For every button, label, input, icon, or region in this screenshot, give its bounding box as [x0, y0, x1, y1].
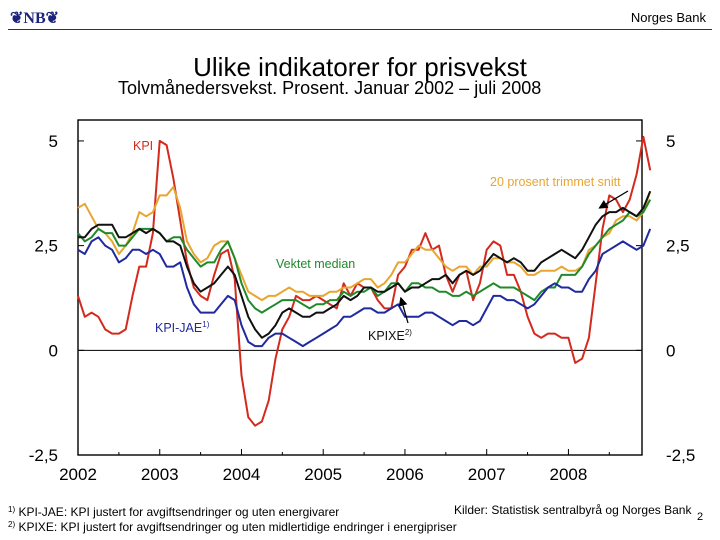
- y-tick-label-left: 2,5: [34, 237, 58, 256]
- y-tick-label-left: 5: [49, 132, 58, 151]
- y-tick-label-left: -2,5: [29, 446, 58, 465]
- series-line-20-prosent-trimmet-snitt: [77, 186, 652, 302]
- x-tick-label: 2003: [141, 465, 179, 484]
- y-tick-label-right: 5: [666, 132, 675, 151]
- x-tick-label: 2004: [223, 465, 261, 484]
- series-line-kpixe: [78, 190, 652, 339]
- bank-name: Norges Bank: [630, 10, 706, 25]
- x-tick-label: 2005: [304, 465, 342, 484]
- slide-title: Ulike indikatorer for prisvekst: [193, 52, 527, 82]
- x-tick-label: 2007: [468, 465, 506, 484]
- annotation-vektet-median: Vektet median: [276, 257, 355, 271]
- y-tick-label-right: 2,5: [666, 237, 690, 256]
- x-tick-label: 2008: [550, 465, 588, 484]
- header-divider: [8, 29, 712, 30]
- footnote-2: 2) KPIXE: KPI justert for avgiftsendring…: [8, 520, 457, 534]
- x-tick-label: 2002: [59, 465, 97, 484]
- y-tick-label-right: -2,5: [666, 446, 695, 465]
- norges-bank-logo: ❦NB❦: [10, 10, 60, 27]
- footnote-1: 1) KPI-JAE: KPI justert for avgiftsendri…: [8, 505, 340, 519]
- y-tick-label-right: 0: [666, 341, 675, 360]
- annotation-arrow: [398, 296, 409, 324]
- plot-frame: [77, 119, 643, 456]
- series-line-vektet-median: [77, 199, 652, 314]
- y-tick-label-left: 0: [49, 341, 58, 360]
- source-note: Kilder: Statistisk sentralbyrå og Norges…: [454, 503, 692, 517]
- annotation-arrow: [598, 190, 629, 209]
- annotation-kpi-jae: KPI-JAE1): [155, 320, 210, 335]
- x-tick-label: 2006: [386, 465, 424, 484]
- series-line-kpi-jae: [77, 228, 652, 348]
- annotation-kpixe: KPIXE2): [368, 328, 412, 343]
- slide-subtitle: Tolvmånedersvekst. Prosent. Januar 2002 …: [118, 78, 542, 98]
- page-number: 2: [697, 511, 704, 523]
- annotation-kpi: KPI: [133, 139, 153, 153]
- annotation-20-prosent-trimmet-snitt: 20 prosent trimmet snitt: [490, 175, 621, 189]
